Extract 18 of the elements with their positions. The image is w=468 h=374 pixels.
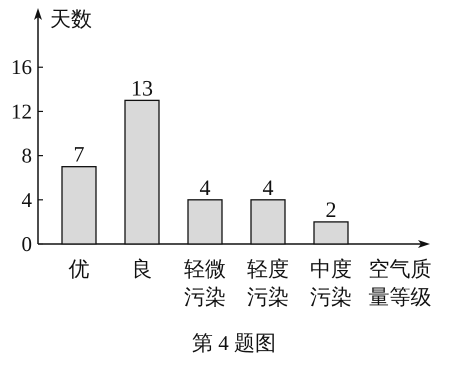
x-tick-label: 优 [68, 257, 90, 281]
data-label: 4 [262, 174, 274, 200]
y-tick-label: 8 [22, 144, 32, 168]
y-tick-label: 16 [11, 55, 32, 80]
annotation: 第 4 题图 [192, 331, 276, 355]
x-tick-label: 轻度污染 [247, 257, 289, 309]
data-label: 2 [326, 196, 336, 222]
data-label: 4 [200, 174, 210, 200]
xlabel: 空气质量等级 [368, 257, 432, 309]
x-tick-label: 中度污染 [310, 257, 352, 309]
x-tick-label: 良 [132, 257, 152, 281]
y-tick-label: 4 [22, 188, 32, 212]
y-tick-label: 12 [11, 99, 32, 124]
ylabel: 天数 [50, 7, 92, 31]
data-label: 13 [131, 75, 153, 100]
x-tick-label: 轻微污染 [184, 257, 226, 309]
y-tick-label: 0 [22, 232, 32, 256]
data-label: 7 [74, 142, 84, 167]
